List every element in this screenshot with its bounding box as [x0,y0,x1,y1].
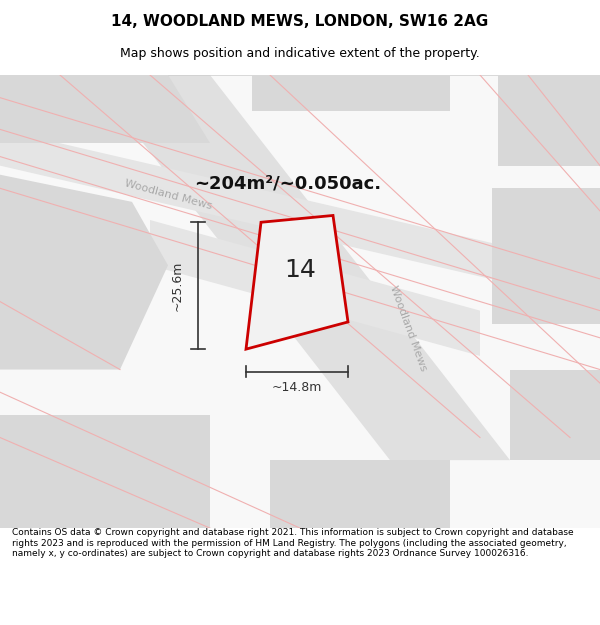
Text: ~204m²/~0.050ac.: ~204m²/~0.050ac. [194,175,382,192]
Text: Map shows position and indicative extent of the property.: Map shows position and indicative extent… [120,48,480,61]
Polygon shape [270,460,450,528]
Text: 14: 14 [284,258,316,282]
Text: Woodland Mews: Woodland Mews [388,285,428,372]
Text: Woodland Mews: Woodland Mews [123,179,213,212]
Polygon shape [150,220,480,356]
Polygon shape [0,415,210,528]
Polygon shape [0,174,168,369]
Polygon shape [0,75,600,528]
Text: ~14.8m: ~14.8m [272,381,322,394]
Ellipse shape [12,221,96,246]
Polygon shape [492,188,600,324]
Text: 14, WOODLAND MEWS, LONDON, SW16 2AG: 14, WOODLAND MEWS, LONDON, SW16 2AG [112,14,488,29]
Polygon shape [252,75,450,111]
Polygon shape [510,369,600,460]
Polygon shape [498,75,600,166]
Polygon shape [0,129,510,284]
Polygon shape [246,216,348,349]
Polygon shape [90,75,510,460]
Text: ~25.6m: ~25.6m [170,261,184,311]
Polygon shape [0,75,210,143]
Text: Contains OS data © Crown copyright and database right 2021. This information is : Contains OS data © Crown copyright and d… [12,528,574,558]
